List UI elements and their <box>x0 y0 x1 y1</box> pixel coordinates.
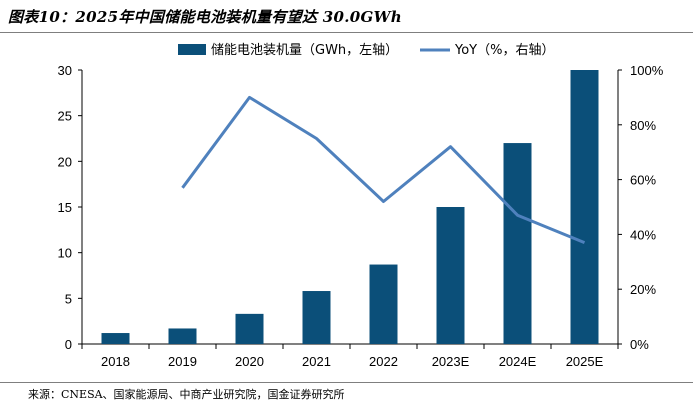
left-tick-label: 30 <box>58 63 72 78</box>
left-tick-label: 5 <box>65 291 72 306</box>
right-tick-label: 100% <box>630 63 664 78</box>
x-tick-label: 2023E <box>432 354 470 369</box>
bar-2021 <box>302 291 331 344</box>
right-tick-label: 20% <box>630 282 656 297</box>
left-tick-label: 20 <box>58 154 72 169</box>
x-tick-label: 2018 <box>101 354 130 369</box>
x-tick-label: 2025E <box>566 354 604 369</box>
bar-2018 <box>101 333 130 344</box>
bar-2024E <box>503 143 532 344</box>
x-tick-label: 2019 <box>168 354 197 369</box>
right-tick-label: 40% <box>630 227 656 242</box>
bar-2025E <box>570 70 599 344</box>
x-tick-label: 2022 <box>369 354 398 369</box>
title-divider <box>0 32 693 33</box>
x-tick-label: 2021 <box>302 354 331 369</box>
bar-2023E <box>436 207 465 344</box>
source-note: 来源：CNESA、国家能源局、中商产业研究院，国金证券研究所 <box>28 388 345 401</box>
legend-bar-label: 储能电池装机量（GWh，左轴） <box>211 43 398 58</box>
source-divider <box>0 382 693 383</box>
left-tick-label: 15 <box>58 200 72 215</box>
chart: 0 5 10 15 20 25 30 0% 20% 40% 60% 80% 100% 2018 2019 20… <box>58 43 664 369</box>
left-tick-label: 0 <box>65 337 72 352</box>
legend-bar-swatch <box>178 44 206 55</box>
page-title: 图表10：2025年中国储能电池装机量有望达 30.0GWh <box>8 8 402 26</box>
bar-2020 <box>235 313 264 344</box>
x-tick-label: 2024E <box>499 354 537 369</box>
left-tick-label: 25 <box>58 109 72 124</box>
right-tick-label: 60% <box>630 173 656 188</box>
bar-2019 <box>168 328 197 344</box>
bar-2022 <box>369 264 398 344</box>
legend-line-label: YoY（%，右轴） <box>454 43 554 58</box>
left-tick-label: 10 <box>58 246 72 261</box>
right-tick-label: 0% <box>630 337 649 352</box>
x-tick-label: 2020 <box>235 354 264 369</box>
right-tick-label: 80% <box>630 118 656 133</box>
